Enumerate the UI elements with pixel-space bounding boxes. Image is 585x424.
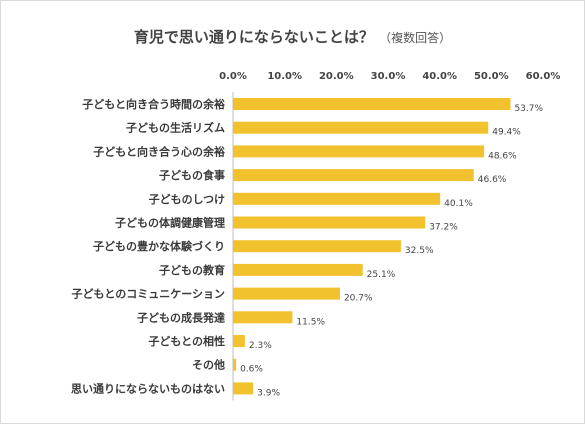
bar	[233, 358, 237, 371]
bar	[233, 169, 474, 182]
bar	[233, 382, 254, 395]
category-label: 子どもの食事	[159, 168, 225, 182]
x-tick-label: 40.0%	[422, 71, 457, 82]
x-tick-label: 20.0%	[319, 71, 354, 82]
chart-subtitle: （複数回答）	[379, 31, 452, 45]
category-label: 子どもとのコミュニケーション	[72, 288, 225, 301]
x-tick-label: 10.0%	[267, 71, 302, 82]
category-label: 子どもの豊かな体験づくり	[93, 239, 225, 253]
bar	[233, 335, 245, 347]
bar	[233, 311, 293, 324]
chart-title: 育児で思い通りにならないことは？	[133, 28, 374, 46]
bar	[233, 263, 363, 276]
bar	[233, 192, 441, 205]
category-label: 思い通りにならないものはない	[71, 382, 225, 395]
category-label: 子どもの生活リズム	[126, 121, 225, 135]
value-label: 37.2%	[429, 223, 458, 233]
bars	[233, 98, 511, 395]
value-labels: 53.7% 49.4% 48.6% 46.6% 40.1% 37.2% 32.5% 25.1%…	[240, 104, 543, 398]
x-axis-ticks: 0.0% 10.0% 20.0% 30.0% 40.0% 50.0% 60.0%	[219, 71, 560, 82]
category-label: その他	[192, 358, 225, 372]
value-label: 20.7%	[344, 294, 373, 304]
value-label: 48.6%	[488, 151, 517, 161]
category-label: 子どものしつけ	[149, 193, 225, 206]
bar	[233, 216, 426, 229]
category-label: 子どもとの相性	[148, 334, 225, 348]
bar	[233, 287, 340, 300]
category-label: 子どもの教育	[159, 263, 225, 277]
category-label: 子どもの体調健康管理	[115, 216, 225, 230]
x-tick-label: 30.0%	[371, 71, 406, 82]
value-label: 0.6%	[240, 365, 263, 375]
bar	[233, 240, 401, 253]
value-label: 11.5%	[296, 317, 325, 327]
x-tick-label: 60.0%	[526, 71, 561, 82]
chart-title-block: 育児で思い通りにならないことは？ （複数回答）	[0, 26, 585, 47]
value-label: 49.4%	[492, 128, 521, 138]
value-label: 25.1%	[367, 270, 396, 280]
value-label: 3.9%	[257, 388, 280, 398]
category-label: 子どもと向き合う心の余裕	[93, 144, 225, 158]
bar	[233, 98, 511, 110]
x-tick-label: 0.0%	[219, 71, 247, 82]
value-label: 46.6%	[478, 175, 507, 185]
bar	[233, 145, 485, 158]
x-tick-label: 50.0%	[474, 71, 509, 82]
bar	[233, 121, 489, 134]
category-label: 子どもと向き合う時間の余裕	[82, 97, 225, 111]
category-labels: 子どもと向き合う時間の余裕子どもの生活リズム子どもと向き合う心の余裕子どもの食事…	[71, 97, 225, 395]
value-label: 40.1%	[444, 199, 473, 209]
value-label: 2.3%	[249, 341, 272, 351]
value-label: 53.7%	[514, 104, 543, 114]
category-label: 子どもの成長発達	[137, 310, 225, 324]
value-label: 32.5%	[405, 246, 434, 256]
